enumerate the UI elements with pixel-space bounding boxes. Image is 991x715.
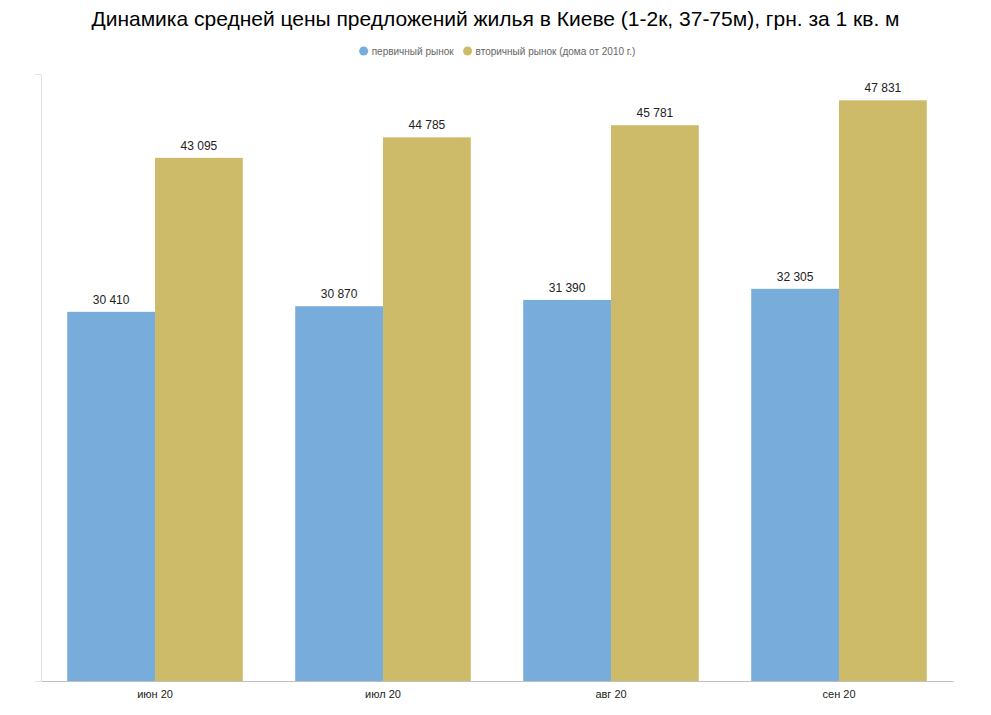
data-label: 43 095 [181,139,218,153]
x-axis-line [42,681,954,682]
x-tick: июл 20 [365,681,401,700]
bar [383,137,471,681]
x-axis: июн 20 июл 20 авг 20 сен 20 [42,681,954,700]
x-tick: июн 20 [137,681,173,700]
data-label: 45 781 [637,106,674,120]
legend-label: вторичный рынок (дома от 2010 г.) [476,46,636,57]
x-tick: авг 20 [595,681,626,700]
legend: первичный рынок вторичный рынок (дома от … [359,46,635,57]
x-tick-label: июл 20 [365,688,401,700]
data-label: 44 785 [409,118,446,132]
data-label: 31 390 [549,281,586,295]
x-tick: сен 20 [823,681,856,700]
bars [67,100,927,681]
legend-item: вторичный рынок (дома от 2010 г.) [463,46,635,57]
bar [155,158,243,681]
bar [611,125,699,681]
legend-swatch [359,47,368,56]
bar [523,300,611,681]
legend-label: первичный рынок [372,46,455,57]
data-labels: 30 410 30 870 31 390 32 305 43 095 44 785 45 7… [93,81,902,306]
y-axis-line [35,75,42,682]
bar [67,312,155,681]
data-label: 30 410 [93,293,130,307]
data-label: 32 305 [777,270,814,284]
x-tick-label: сен 20 [823,688,856,700]
bar [839,100,927,681]
y-axis [35,75,42,682]
x-tick-label: авг 20 [595,688,626,700]
data-label: 30 870 [321,287,358,301]
data-label: 47 831 [865,81,902,95]
legend-item: первичный рынок [359,46,454,57]
x-tick-label: июн 20 [137,688,173,700]
chart: Динамика средней цены предложений жилья … [0,0,991,715]
bar [295,306,383,681]
legend-swatch [463,47,472,56]
bar [751,289,839,681]
title: Динамика средней цены предложений жилья … [91,7,899,30]
